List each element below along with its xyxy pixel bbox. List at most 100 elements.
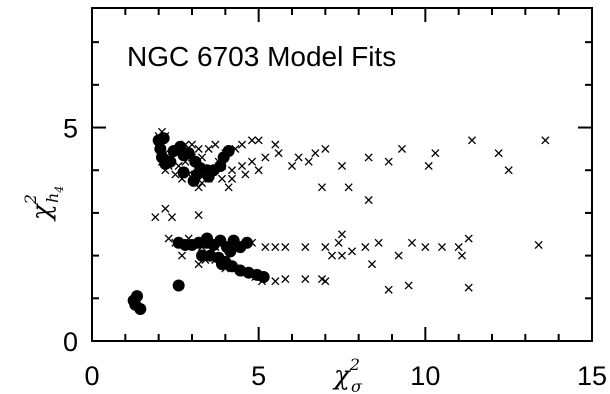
cross-marker [287, 161, 297, 171]
cross-marker [337, 161, 347, 171]
cross-marker [281, 275, 290, 284]
cross-stroke [167, 213, 177, 222]
dot-marker [241, 236, 253, 249]
cross-stroke [261, 243, 270, 252]
dot-marker [177, 166, 190, 179]
cross-stroke [421, 243, 430, 252]
cross-marker [364, 153, 373, 162]
cross-marker [437, 243, 447, 252]
cross-stroke [261, 153, 270, 162]
dot-marker [182, 147, 195, 160]
cross-stroke [301, 275, 310, 284]
cross-marker [541, 136, 550, 145]
cross-stroke [237, 161, 247, 171]
cross-marker [367, 260, 377, 269]
cross-stroke [327, 251, 337, 260]
cross-stroke [227, 174, 237, 183]
cross-stroke [317, 183, 327, 192]
cross-stroke [464, 234, 473, 243]
cross-marker [317, 183, 327, 192]
cross-stroke [241, 170, 250, 179]
cross-marker [241, 170, 250, 179]
cross-stroke [321, 144, 330, 153]
cross-stroke [337, 230, 347, 239]
cross-stroke [454, 243, 463, 252]
cross-marker [397, 144, 407, 153]
cross-marker [407, 238, 417, 247]
cross-marker [224, 183, 233, 192]
cross-stroke [194, 144, 203, 153]
x-tick-label: 5 [251, 361, 266, 391]
cross-marker [327, 251, 337, 260]
cross-stroke [541, 136, 550, 145]
cross-stroke [407, 238, 417, 247]
cross-marker [227, 166, 237, 175]
cross-marker [247, 136, 257, 145]
cross-marker [194, 260, 203, 269]
cross-marker [161, 204, 170, 213]
cross-marker [464, 234, 473, 243]
cross-stroke [347, 247, 357, 256]
cross-marker [457, 251, 467, 260]
cross-stroke [247, 157, 257, 166]
cross-stroke [194, 260, 203, 269]
cross-stroke [194, 210, 203, 220]
cross-stroke [151, 213, 160, 222]
cross-marker [237, 140, 247, 149]
cross-stroke [274, 149, 283, 158]
cross-stroke [217, 174, 227, 183]
cross-marker [304, 157, 313, 166]
cross-stroke [311, 149, 320, 158]
cross-marker [274, 149, 283, 158]
cross-marker [384, 285, 393, 294]
cross-stroke [467, 136, 477, 145]
cross-stroke [384, 157, 393, 166]
y-axis-label: χ2 h4 [21, 186, 66, 222]
dot-marker [196, 249, 208, 262]
cross-stroke [211, 140, 220, 149]
cross-stroke [174, 161, 183, 171]
dot-marker [172, 279, 185, 292]
cross-marker [344, 183, 353, 192]
cross-marker [337, 251, 347, 260]
cross-stroke [337, 161, 347, 171]
cross-stroke [494, 149, 503, 158]
cross-marker [271, 243, 280, 252]
cross-marker [211, 140, 220, 149]
y-tick-label: 5 [63, 114, 78, 144]
cross-marker [347, 247, 357, 256]
cross-marker [384, 157, 393, 166]
cross-stroke [374, 238, 383, 247]
dot-marker [257, 270, 270, 283]
cross-marker [321, 277, 330, 286]
plot-frame [91, 7, 593, 342]
cross-stroke [301, 243, 310, 252]
dot-marker [134, 302, 147, 315]
cross-marker [271, 140, 280, 149]
cross-marker [454, 243, 463, 252]
dot-marker [164, 155, 177, 168]
cross-marker [334, 238, 343, 247]
cross-stroke [194, 183, 203, 192]
cross-stroke [364, 196, 373, 205]
cross-marker [254, 136, 263, 145]
cross-stroke [364, 153, 373, 162]
cross-stroke [431, 149, 440, 158]
cross-stroke [287, 161, 297, 171]
cross-stroke [394, 251, 403, 260]
x-axis-label-sub: σ [351, 377, 363, 394]
cross-stroke [227, 166, 237, 175]
cross-stroke [321, 277, 330, 286]
cross-marker [177, 251, 187, 260]
cross-marker [321, 243, 330, 252]
cross-stroke [437, 243, 447, 252]
cross-stroke [161, 204, 170, 213]
cross-marker [364, 196, 373, 205]
cross-stroke [321, 243, 330, 252]
cross-stroke [254, 166, 263, 175]
x-tick-label: 15 [577, 361, 607, 391]
cross-marker [534, 240, 543, 250]
cross-marker [301, 275, 310, 284]
cross-stroke [247, 136, 257, 145]
